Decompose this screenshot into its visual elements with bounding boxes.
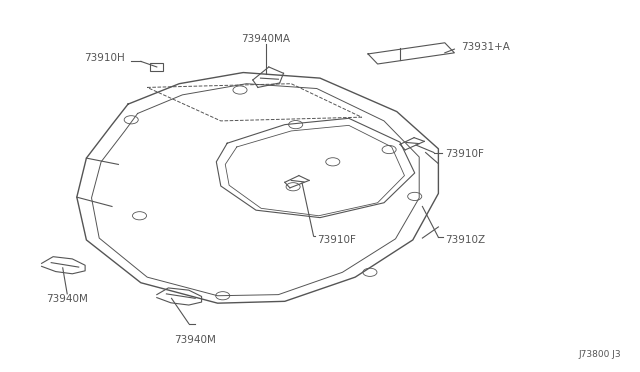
Text: 73940M: 73940M (174, 336, 216, 345)
Text: J73800 J3: J73800 J3 (578, 350, 621, 359)
Text: 73910H: 73910H (84, 53, 125, 62)
Text: 73931+A: 73931+A (461, 42, 509, 51)
Text: 73910Z: 73910Z (445, 235, 485, 245)
Text: 73940M: 73940M (46, 295, 88, 304)
Text: 73910F: 73910F (317, 235, 356, 245)
Text: 73940MA: 73940MA (241, 34, 290, 44)
Bar (150, 63, 163, 71)
Text: 73910F: 73910F (445, 150, 484, 159)
